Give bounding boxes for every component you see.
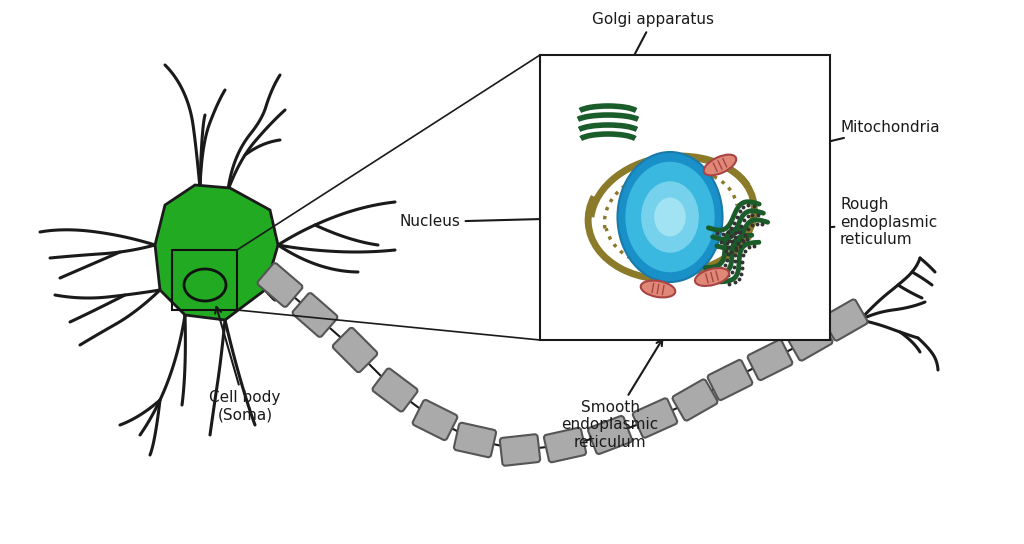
FancyBboxPatch shape <box>708 360 753 400</box>
Ellipse shape <box>641 181 698 253</box>
FancyBboxPatch shape <box>413 400 458 440</box>
FancyBboxPatch shape <box>673 379 718 421</box>
Text: Rough
endoplasmic
reticulum: Rough endoplasmic reticulum <box>748 197 937 247</box>
Ellipse shape <box>626 162 715 272</box>
Text: Cell body
(Soma): Cell body (Soma) <box>209 307 281 422</box>
Ellipse shape <box>654 197 686 237</box>
FancyBboxPatch shape <box>544 428 586 462</box>
Ellipse shape <box>703 154 736 175</box>
FancyBboxPatch shape <box>373 368 418 412</box>
Bar <box>540 55 830 340</box>
Text: Mitochondria: Mitochondria <box>727 120 940 168</box>
FancyBboxPatch shape <box>454 423 496 458</box>
FancyBboxPatch shape <box>333 327 377 372</box>
Text: Smooth
endoplasmic
reticulum: Smooth endoplasmic reticulum <box>561 339 663 450</box>
Ellipse shape <box>641 281 675 298</box>
FancyBboxPatch shape <box>500 434 540 466</box>
Ellipse shape <box>695 268 729 286</box>
Bar <box>172 250 237 310</box>
FancyBboxPatch shape <box>748 340 793 380</box>
Polygon shape <box>155 185 278 320</box>
Text: Nucleus: Nucleus <box>399 214 613 230</box>
FancyBboxPatch shape <box>787 319 833 361</box>
Ellipse shape <box>617 152 723 282</box>
FancyBboxPatch shape <box>293 293 338 337</box>
Text: Golgi apparatus: Golgi apparatus <box>592 12 714 101</box>
FancyBboxPatch shape <box>633 398 677 438</box>
FancyBboxPatch shape <box>257 263 302 307</box>
FancyBboxPatch shape <box>822 299 867 341</box>
FancyBboxPatch shape <box>588 416 632 454</box>
